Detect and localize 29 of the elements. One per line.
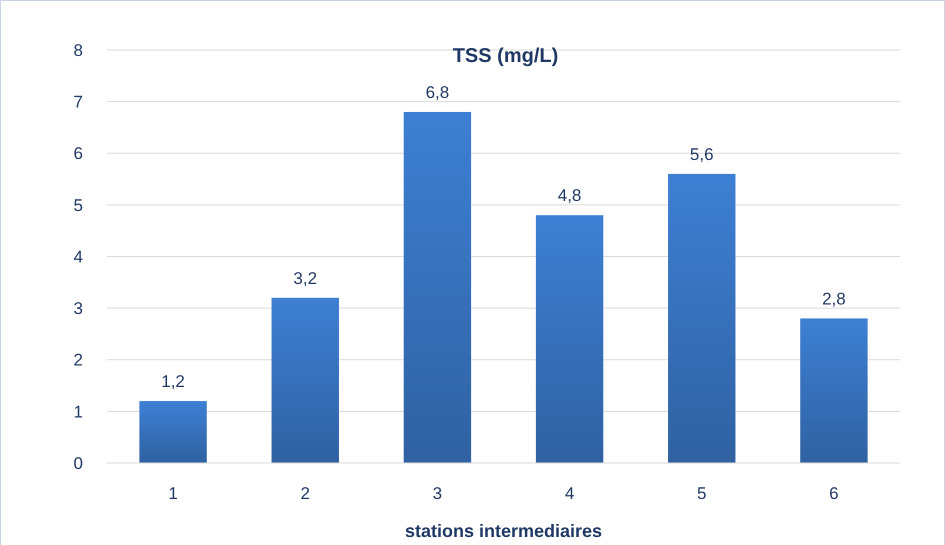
y-tick-label: 1 [74,402,83,422]
y-tick-label: 4 [74,247,83,266]
data-label: 6,8 [426,82,450,102]
x-tick-label: 6 [829,484,839,503]
bar [272,298,339,463]
x-tick-label: 1 [168,484,178,503]
y-tick-label: 0 [74,454,83,473]
bar [800,318,868,463]
x-tick-label: 3 [432,484,442,503]
x-tick-label: 5 [697,484,706,503]
bar [139,401,207,463]
y-tick-label: 3 [74,299,83,318]
data-label: 4,8 [558,186,582,206]
data-label: 5,6 [690,144,714,164]
y-tick-label: 7 [74,92,83,112]
x-tick-label: 4 [564,484,574,503]
chart-title: TSS (mg/L) [452,45,558,67]
data-label: 3,2 [293,268,318,288]
bar [536,215,604,463]
y-tick-label: 6 [74,144,83,164]
data-label: 2,8 [822,289,846,308]
y-tick-label: 2 [74,350,83,370]
bar [404,112,472,463]
y-tick-label: 5 [74,196,83,215]
data-label: 1,2 [161,372,185,392]
x-axis-title: stations intermediaires [404,521,602,541]
x-tick-label: 2 [300,484,310,503]
bar [668,174,736,463]
y-tick-label: 8 [74,40,83,60]
